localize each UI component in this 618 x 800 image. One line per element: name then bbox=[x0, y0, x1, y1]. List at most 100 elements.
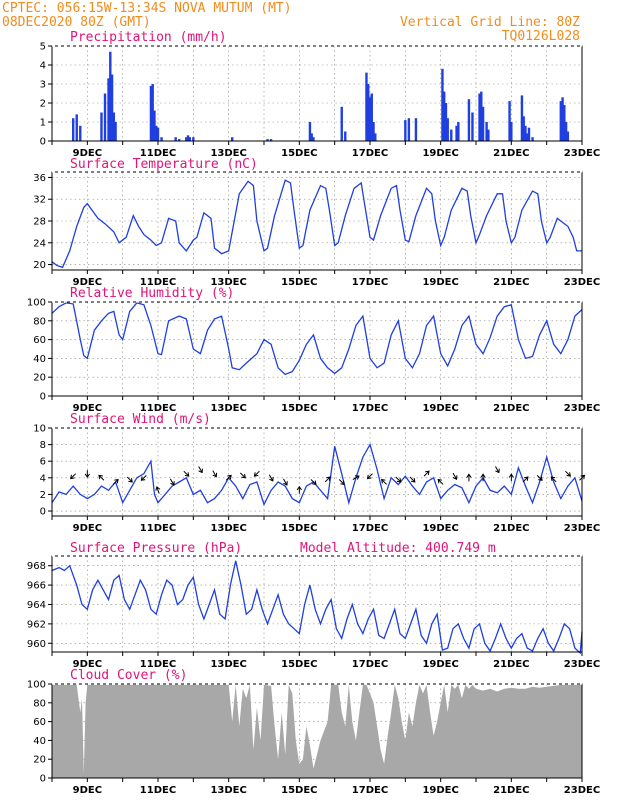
x-tick-label: 17DEC bbox=[352, 523, 388, 534]
x-tick-label: 21DEC bbox=[493, 403, 529, 414]
wind-arrow bbox=[84, 470, 90, 479]
precip-bar bbox=[192, 137, 195, 141]
header-model: TQ0126L028 bbox=[502, 29, 580, 44]
wind-arrow bbox=[183, 470, 190, 477]
x-tick-label: 15DEC bbox=[281, 148, 317, 159]
x-tick-label: 21DEC bbox=[493, 148, 529, 159]
precip-bar bbox=[312, 137, 315, 141]
x-tick-label: 19DEC bbox=[422, 785, 458, 796]
x-tick-label: 17DEC bbox=[352, 403, 388, 414]
wind-arrow bbox=[169, 478, 175, 486]
precip-bar bbox=[564, 122, 568, 141]
wind-arrow bbox=[550, 476, 557, 483]
x-tick-label: 17DEC bbox=[352, 659, 388, 670]
y-tick-label: 40 bbox=[33, 736, 46, 747]
y-tick-label: 60 bbox=[33, 717, 46, 728]
x-tick-label: 13DEC bbox=[210, 659, 246, 670]
pressure-panel: Surface Pressure (hPa) Model Altitude: 40… bbox=[27, 541, 600, 670]
x-tick-label: 23DEC bbox=[564, 523, 600, 534]
precip-bar bbox=[467, 99, 471, 141]
precip-bar bbox=[455, 125, 458, 141]
wind-arrow bbox=[296, 485, 302, 494]
cloud-cover-title: Cloud Cover (%) bbox=[70, 668, 187, 683]
y-tick-label: 1 bbox=[40, 118, 46, 129]
wind-panel: Surface Wind (m/s) 0 2 4 6 8 10 9DEC 11DEC 13DEC 1… bbox=[33, 412, 600, 534]
x-tick-label: 11DEC bbox=[140, 785, 176, 796]
precip-bar bbox=[149, 85, 153, 141]
x-tick-label: 13DEC bbox=[210, 785, 246, 796]
precip-bar bbox=[443, 91, 446, 141]
precip-bar bbox=[485, 122, 488, 141]
precip-bar bbox=[310, 133, 313, 141]
y-tick-label: 4 bbox=[40, 473, 46, 484]
wind-line bbox=[51, 442, 583, 507]
wind-arrow bbox=[225, 474, 232, 481]
precip-bar bbox=[487, 129, 490, 141]
cloud-cover-panel: Cloud Cover (%) 0 20 40 60 80 100 9DEC 11DEC 13DE… bbox=[27, 668, 600, 796]
x-tick-label: 19DEC bbox=[422, 148, 458, 159]
humidity-frame bbox=[51, 301, 583, 397]
precip-bar bbox=[340, 106, 343, 141]
precip-bar bbox=[151, 84, 154, 141]
x-tick-label: 11DEC bbox=[140, 277, 176, 288]
precip-bar bbox=[446, 118, 449, 141]
x-tick-label: 15DEC bbox=[281, 403, 317, 414]
precip-bar bbox=[480, 91, 483, 141]
temperature-title: Surface Temperature (nC) bbox=[70, 157, 258, 172]
x-tick-label: 15DEC bbox=[281, 523, 317, 534]
wind-arrow bbox=[480, 473, 486, 482]
wind-arrow bbox=[466, 473, 472, 482]
precip-bar bbox=[524, 125, 527, 141]
precipitation-title: Precipitation (mm/h) bbox=[70, 30, 227, 45]
x-tick-label: 15DEC bbox=[281, 785, 317, 796]
x-tick-label: 23DEC bbox=[564, 785, 600, 796]
precip-bar bbox=[185, 137, 188, 141]
wind-title: Surface Wind (m/s) bbox=[70, 412, 211, 427]
precip-bar bbox=[374, 133, 377, 141]
x-tick-label: 23DEC bbox=[564, 659, 600, 670]
y-tick-label: 80 bbox=[33, 316, 46, 327]
x-tick-label: 11DEC bbox=[140, 523, 176, 534]
y-tick-label: 4 bbox=[40, 61, 46, 72]
wind-arrow bbox=[112, 478, 119, 485]
y-tick-label: 10 bbox=[33, 424, 46, 435]
x-tick-label: 23DEC bbox=[564, 148, 600, 159]
precip-bar bbox=[308, 122, 312, 141]
x-tick-label: 9DEC bbox=[73, 277, 102, 288]
x-tick-label: 17DEC bbox=[352, 785, 388, 796]
y-tick-label: 0 bbox=[40, 392, 46, 403]
x-tick-label: 11DEC bbox=[140, 403, 176, 414]
precip-bar bbox=[481, 106, 485, 141]
wind-arrow bbox=[126, 476, 133, 483]
x-tick-label: 9DEC bbox=[73, 785, 102, 796]
x-tick-label: 9DEC bbox=[73, 148, 102, 159]
x-tick-label: 17DEC bbox=[352, 277, 388, 288]
y-tick-label: 964 bbox=[27, 600, 46, 611]
y-tick-label: 3 bbox=[40, 80, 46, 91]
y-tick-label: 966 bbox=[27, 581, 46, 592]
precip-bar bbox=[441, 68, 444, 141]
y-tick-label: 968 bbox=[27, 561, 46, 572]
precip-bar bbox=[563, 104, 566, 141]
x-tick-label: 9DEC bbox=[73, 659, 102, 670]
y-tick-label: 6 bbox=[40, 457, 46, 468]
wind-arrow bbox=[268, 474, 274, 482]
precip-bar bbox=[561, 97, 564, 141]
y-tick-label: 24 bbox=[33, 238, 46, 249]
header-grid-note: Vertical Grid Line: 80Z bbox=[400, 15, 580, 30]
wind-arrow bbox=[352, 475, 360, 480]
wind-arrow bbox=[324, 476, 331, 483]
x-tick-label: 11DEC bbox=[140, 659, 176, 670]
y-tick-label: 0 bbox=[40, 507, 46, 518]
precip-bar bbox=[478, 93, 481, 141]
precip-bar bbox=[156, 127, 160, 141]
precip-bar bbox=[414, 118, 418, 141]
precip-bar bbox=[471, 112, 474, 141]
y-tick-label: 962 bbox=[27, 619, 46, 630]
precip-bar bbox=[407, 118, 411, 141]
humidity-panel: Relative Humidity (%) 0 20 40 60 80 100 9DEC 11D… bbox=[27, 286, 600, 414]
precip-bar bbox=[566, 131, 570, 141]
wind-arrow bbox=[198, 466, 203, 474]
x-tick-label: 21DEC bbox=[493, 523, 529, 534]
x-tick-label: 17DEC bbox=[352, 148, 388, 159]
